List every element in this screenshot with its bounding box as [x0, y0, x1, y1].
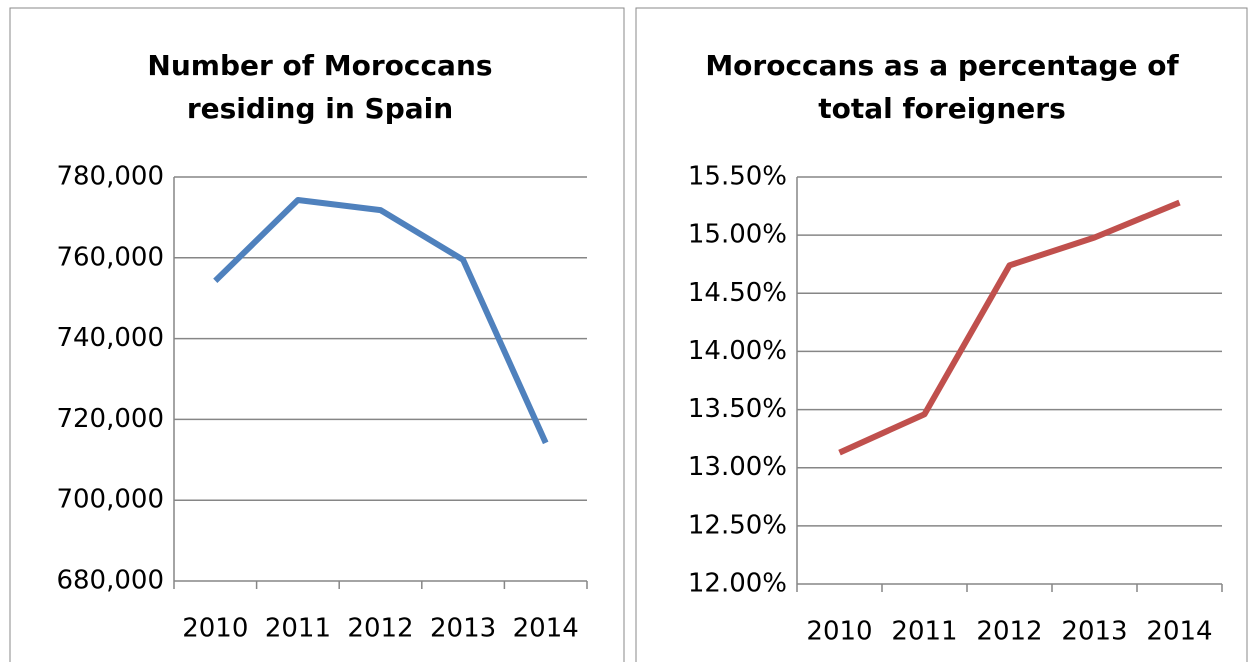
x-tick-label: 2012 [347, 614, 413, 644]
y-tick-label: 13.00% [688, 452, 787, 482]
chart-title: total foreigners [818, 92, 1066, 125]
y-tick-label: 15.00% [688, 220, 787, 250]
y-tick-label: 740,000 [56, 323, 164, 353]
x-tick-label: 2014 [1146, 617, 1212, 647]
y-tick-label: 15.50% [688, 162, 787, 192]
x-tick-label: 2010 [182, 614, 248, 644]
x-tick-label: 2012 [976, 617, 1042, 647]
y-tick-label: 760,000 [56, 242, 164, 272]
x-tick-label: 2013 [1061, 617, 1127, 647]
y-tick-label: 680,000 [56, 566, 164, 596]
y-tick-label: 12.50% [688, 510, 787, 540]
y-tick-label: 12.00% [688, 569, 787, 599]
chart-title: Number of Moroccans [147, 49, 492, 82]
data-line [838, 199, 1181, 456]
y-tick-label: 13.50% [688, 394, 787, 424]
x-tick-label: 2014 [513, 614, 579, 644]
chart-title: residing in Spain [187, 92, 453, 125]
x-tick-label: 2013 [430, 614, 496, 644]
x-tick-label: 2011 [265, 614, 331, 644]
data-line [213, 197, 549, 445]
x-tick-label: 2010 [806, 617, 872, 647]
panel-border [635, 7, 1248, 662]
x-tick-label: 2011 [891, 617, 957, 647]
panel-border [9, 7, 625, 662]
y-tick-label: 780,000 [56, 162, 164, 192]
y-tick-label: 720,000 [56, 404, 164, 434]
y-tick-label: 700,000 [56, 485, 164, 515]
y-tick-label: 14.50% [688, 278, 787, 308]
chart-title: Moroccans as a percentage of [705, 49, 1179, 82]
y-tick-label: 14.00% [688, 336, 787, 366]
